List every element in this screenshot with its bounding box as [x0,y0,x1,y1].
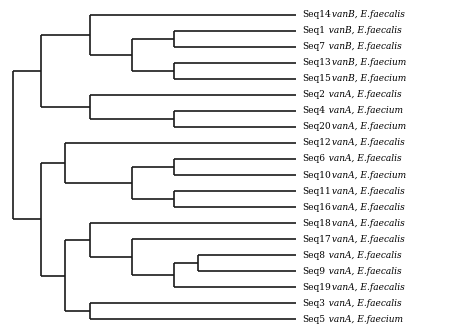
Text: vanA, E.faecalis: vanA, E.faecalis [323,299,402,308]
Text: vanA, E.faecalis: vanA, E.faecalis [323,251,402,260]
Text: Seq6: Seq6 [302,155,325,163]
Text: vanB, E.faecium: vanB, E.faecium [328,74,406,83]
Text: vanB, E.faecalis: vanB, E.faecalis [323,42,402,51]
Text: vanB, E.faecium: vanB, E.faecium [328,58,406,67]
Text: Seq9: Seq9 [302,267,325,276]
Text: Seq5: Seq5 [302,315,325,324]
Text: vanA, E.faecalis: vanA, E.faecalis [328,219,404,228]
Text: Seq10: Seq10 [302,171,331,179]
Text: Seq3: Seq3 [302,299,325,308]
Text: Seq11: Seq11 [302,187,331,196]
Text: vanA, E.faecalis: vanA, E.faecalis [328,203,404,212]
Text: Seq4: Seq4 [302,106,325,115]
Text: vanA, E.faecalis: vanA, E.faecalis [323,267,402,276]
Text: Seq20: Seq20 [302,122,330,131]
Text: Seq1: Seq1 [302,26,325,35]
Text: Seq14: Seq14 [302,10,331,19]
Text: Seq17: Seq17 [302,235,331,244]
Text: vanA, E.faecalis: vanA, E.faecalis [328,283,404,292]
Text: vanA, E.faecalis: vanA, E.faecalis [323,155,402,163]
Text: vanB, E.faecalis: vanB, E.faecalis [323,26,402,35]
Text: vanA, E.faecalis: vanA, E.faecalis [328,187,404,196]
Text: vanA, E.faecium: vanA, E.faecium [323,315,403,324]
Text: vanA, E.faecium: vanA, E.faecium [323,106,403,115]
Text: vanA, E.faecalis: vanA, E.faecalis [323,90,402,99]
Text: Seq15: Seq15 [302,74,331,83]
Text: Seq16: Seq16 [302,203,331,212]
Text: vanA, E.faecalis: vanA, E.faecalis [328,235,404,244]
Text: vanB, E.faecalis: vanB, E.faecalis [328,10,404,19]
Text: Seq19: Seq19 [302,283,331,292]
Text: Seq12: Seq12 [302,138,330,147]
Text: Seq13: Seq13 [302,58,330,67]
Text: vanA, E.faecium: vanA, E.faecium [328,171,406,179]
Text: vanA, E.faecalis: vanA, E.faecalis [328,138,404,147]
Text: Seq8: Seq8 [302,251,325,260]
Text: vanA, E.faecium: vanA, E.faecium [328,122,406,131]
Text: Seq7: Seq7 [302,42,325,51]
Text: Seq18: Seq18 [302,219,331,228]
Text: Seq2: Seq2 [302,90,325,99]
